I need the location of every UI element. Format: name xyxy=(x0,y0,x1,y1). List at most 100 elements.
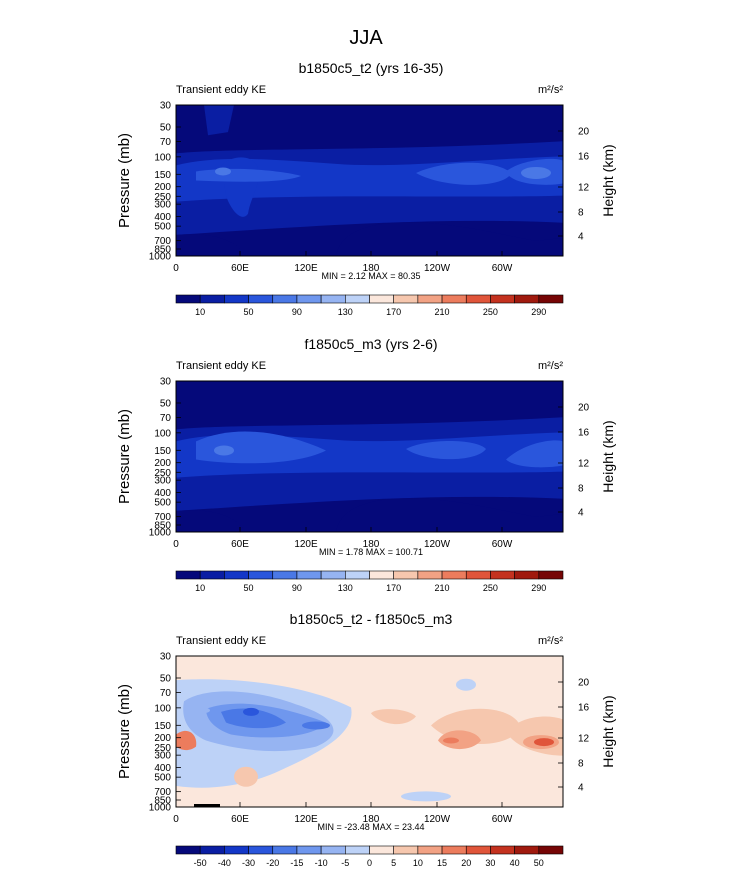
colorbar-swatch xyxy=(393,294,419,304)
colorbar-label: 10 xyxy=(195,583,205,593)
y-tick-label: 50 xyxy=(160,673,172,684)
colorbar-swatch xyxy=(465,570,491,580)
x-tick-label: 120W xyxy=(424,539,451,550)
y-right-tick-label: 20 xyxy=(578,678,590,689)
contour-field xyxy=(176,105,563,256)
y-axis-title: Pressure (mb) xyxy=(116,133,133,228)
x-tick-label: 60E xyxy=(231,814,249,825)
y-right-axis-title: Height (km) xyxy=(600,144,616,216)
colorbar-swatch xyxy=(175,294,201,304)
colorbar: 10 50 90 130 170 210 250 290 xyxy=(175,570,564,593)
colorbar-label: -5 xyxy=(341,858,349,868)
y-right-tick-label: 4 xyxy=(578,232,584,243)
colorbar-label: 290 xyxy=(531,583,546,593)
y-right-tick-label: 8 xyxy=(578,208,584,219)
colorbar-swatch xyxy=(490,570,515,580)
colorbar-swatch xyxy=(320,570,346,580)
colorbar-swatch xyxy=(248,570,274,580)
x-tick-label: 120W xyxy=(424,263,451,274)
x-tick-label: 120E xyxy=(294,263,318,274)
y-right-axis-title: Height (km) xyxy=(600,420,616,492)
y-tick-label: 1000 xyxy=(149,528,172,539)
min-max-stats: MIN = -23.48 MAX = 23.44 xyxy=(317,822,424,832)
colorbar-label: 290 xyxy=(531,307,546,317)
colorbar-swatch xyxy=(441,845,467,855)
colorbar-swatch xyxy=(417,845,443,855)
colorbar-label: -40 xyxy=(218,858,231,868)
panel-units-label: m²/s² xyxy=(538,84,563,96)
y-tick-label: 200 xyxy=(154,733,171,744)
y-tick-label: 200 xyxy=(154,182,171,193)
y-tick-label: 850 xyxy=(154,796,171,807)
colorbar-label: 130 xyxy=(338,307,353,317)
y-tick-label: 250 xyxy=(154,468,171,479)
plot-frame xyxy=(175,380,564,533)
y-tick-label: 700 xyxy=(154,512,171,523)
x-tick-label: 120E xyxy=(294,539,318,550)
colorbar-swatch xyxy=(369,845,394,855)
x-tick-label: 60W xyxy=(492,539,513,550)
y-tick-label: 400 xyxy=(154,763,171,774)
y-tick-label: 400 xyxy=(154,488,171,499)
x-tick-label: 0 xyxy=(173,263,179,274)
colorbar-label: 15 xyxy=(437,858,447,868)
plot-frame xyxy=(175,104,564,257)
contour-field xyxy=(176,381,563,532)
y-tick-label: 1000 xyxy=(149,803,172,814)
y-tick-label: 150 xyxy=(154,446,171,457)
y-tick-label: 100 xyxy=(154,703,171,714)
y-tick-label: 1000 xyxy=(149,252,172,263)
y-right-tick-label: 8 xyxy=(578,759,584,770)
colorbar-swatch xyxy=(272,294,298,304)
colorbar-label: 90 xyxy=(292,583,302,593)
colorbar-swatch xyxy=(393,570,419,580)
x-tick-label: 60E xyxy=(231,539,249,550)
y-tick-label: 30 xyxy=(160,101,172,112)
colorbar-swatch xyxy=(320,294,346,304)
x-tick-label: 180 xyxy=(363,539,380,550)
colorbar-label: 250 xyxy=(483,307,498,317)
y-right-tick-label: 12 xyxy=(578,734,590,745)
x-tick-label: 120E xyxy=(294,814,318,825)
colorbar-swatch xyxy=(393,845,419,855)
y-right-tick-label: 4 xyxy=(578,783,584,794)
colorbar-swatch xyxy=(441,294,467,304)
colorbar-swatch xyxy=(199,294,225,304)
x-tick-label: 60W xyxy=(492,263,513,274)
colorbar-label: 20 xyxy=(461,858,471,868)
y-right-tick-label: 12 xyxy=(578,183,590,194)
y-right-tick-label: 16 xyxy=(578,703,590,714)
colorbar-label: -15 xyxy=(290,858,303,868)
colorbar: -50 -40 -30 -20 -15 -10 -5 0 5 10 15 20 30 40 50 xyxy=(175,845,564,868)
y-tick-label: 300 xyxy=(154,476,171,487)
panel-variable-label: Transient eddy KE xyxy=(176,84,266,96)
y-right-tick-label: 8 xyxy=(578,484,584,495)
colorbar-swatch xyxy=(490,294,515,304)
colorbar: 10 50 90 130 170 210 250 290 xyxy=(175,294,564,317)
colorbar-swatch xyxy=(175,845,201,855)
y-right-tick-label: 12 xyxy=(578,459,590,470)
chart-panel-3: b1850c5_t2 - f1850c5_m3 Transient eddy KE… xyxy=(116,611,616,868)
colorbar-swatch xyxy=(199,570,225,580)
x-tick-label: 180 xyxy=(363,814,380,825)
colorbar-label: 50 xyxy=(244,307,254,317)
colorbar-label: -10 xyxy=(315,858,328,868)
colorbar-label: 170 xyxy=(386,307,401,317)
y-tick-label: 70 xyxy=(160,413,172,424)
panel-title: b1850c5_t2 - f1850c5_m3 xyxy=(290,611,453,627)
y-tick-label: 500 xyxy=(154,222,171,233)
colorbar-label: -50 xyxy=(194,858,207,868)
colorbar-label: 5 xyxy=(391,858,396,868)
colorbar-swatch xyxy=(441,570,467,580)
colorbar-swatch xyxy=(345,294,370,304)
colorbar-swatch xyxy=(296,570,322,580)
contour-field xyxy=(176,656,563,807)
colorbar-swatch xyxy=(514,570,540,580)
colorbar-swatch xyxy=(465,845,491,855)
y-axis-title: Pressure (mb) xyxy=(116,409,133,504)
colorbar-swatch xyxy=(417,570,443,580)
colorbar-label: 10 xyxy=(413,858,423,868)
y-tick-label: 30 xyxy=(160,652,172,663)
x-tick-label: 120W xyxy=(424,814,451,825)
colorbar-swatch xyxy=(224,294,249,304)
